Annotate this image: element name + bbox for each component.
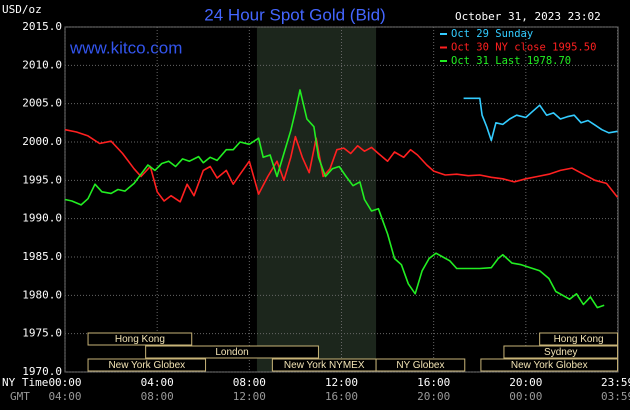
- legend-label: Oct 30 NY close 1995.50: [451, 42, 596, 54]
- x2-tick-label: 03:59: [601, 390, 630, 403]
- x-tick-label: 20:00: [509, 376, 542, 389]
- timestamp: October 31, 2023 23:02: [455, 10, 601, 23]
- y-axis-label: USD/oz: [2, 3, 42, 16]
- x2-row-label: GMT: [10, 390, 30, 403]
- session-label: Sydney: [544, 347, 577, 358]
- website: www.kitco.com: [69, 38, 182, 57]
- x-tick-label: 08:00: [233, 376, 266, 389]
- session-label: New York Globex: [108, 360, 185, 371]
- x2-tick-label: 16:00: [325, 390, 358, 403]
- session-label: Hong Kong: [115, 334, 165, 345]
- x-tick-label: 00:00: [48, 376, 81, 389]
- x2-tick-label: 00:00: [509, 390, 542, 403]
- series-line: [64, 89, 605, 309]
- y-tick-label: 1980.0: [22, 288, 62, 301]
- legend-label: Oct 31 Last 1978.70: [451, 55, 571, 67]
- session-label: Hong Kong: [554, 334, 604, 345]
- legend-label: Oct 29 Sunday: [451, 28, 533, 40]
- session-box: [87, 358, 207, 372]
- y-tick-label: 2015.0: [22, 20, 62, 33]
- x2-tick-label: 04:00: [48, 390, 81, 403]
- session-box: [375, 358, 466, 372]
- x2-tick-label: 08:00: [141, 390, 174, 403]
- x-tick-label: 12:00: [325, 376, 358, 389]
- x-row-label: NY Time: [2, 376, 48, 389]
- x-tick-label: 23:59: [601, 376, 630, 389]
- session-box: [145, 345, 319, 359]
- highlight-band: [256, 27, 377, 372]
- y-tick-label: 2010.0: [22, 58, 62, 71]
- session-box: [480, 358, 619, 372]
- session-label: New York Globex: [511, 360, 588, 371]
- y-tick-label: 1995.0: [22, 173, 62, 186]
- y-tick-label: 2005.0: [22, 97, 62, 110]
- y-tick-label: 1970.0: [22, 365, 62, 378]
- y-tick-label: 1985.0: [22, 250, 62, 263]
- y-tick-label: 1975.0: [22, 327, 62, 340]
- session-box: [539, 332, 619, 346]
- session-label: London: [215, 347, 248, 358]
- session-box: [503, 345, 619, 359]
- chart-title: 24 Hour Spot Gold (Bid): [204, 5, 385, 24]
- y-tick-label: 1990.0: [22, 212, 62, 225]
- x2-tick-label: 12:00: [233, 390, 266, 403]
- session-label: NY Globex: [396, 360, 444, 371]
- x-tick-label: 04:00: [141, 376, 174, 389]
- session-label: New York NYMEX: [284, 360, 365, 371]
- x-tick-label: 16:00: [417, 376, 450, 389]
- x2-tick-label: 20:00: [417, 390, 450, 403]
- series-line: [64, 128, 619, 203]
- session-box: [87, 332, 193, 346]
- y-tick-label: 2000.0: [22, 135, 62, 148]
- series-line: [463, 97, 618, 142]
